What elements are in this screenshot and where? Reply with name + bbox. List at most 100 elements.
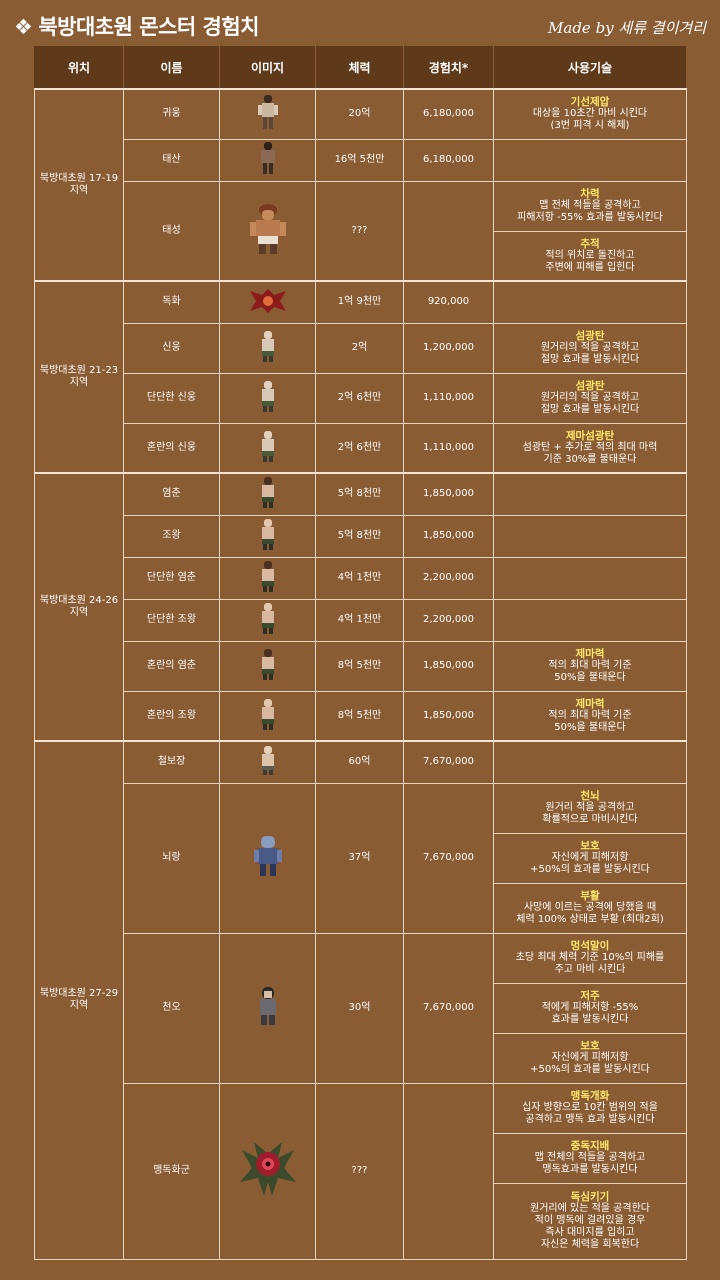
skill-cell: 제마력 적의 최대 마력 기준 50%을 불태운다 [493,690,687,742]
skill-description: 적의 위치로 돌진하고 주변에 피해를 입힌다 [545,249,635,273]
monster-hp: 2억 6천만 [315,422,404,474]
skill-name: 저주 [580,990,600,1002]
monster-image [219,280,316,324]
skill-cell [493,138,687,182]
monster-sprite-icon [249,203,286,254]
monster-image [219,782,316,934]
skill-name: 추적 [580,237,600,250]
monster-hp: ??? [315,1082,404,1260]
monster-image [219,1082,316,1260]
skill-description: 맵 전체 적들을 공격하고 피해저항 -55% 효과를 발동시킨다 [517,200,663,223]
monster-sprite-icon [239,1142,296,1196]
table-row: 중독지배 맵 전체의 적들을 공격하고 맹독효과를 발동시킨다 [35,1132,687,1184]
table-row: 뇌랑 37억 7,670,000 천뇌 원거리 적을 공격하고 확률적으로 마비시… [35,782,687,934]
monster-exp: 920,000 [403,280,494,324]
monster-image [219,180,316,282]
table-row: 부활 사망에 이르는 공격에 당했을 때 체력 100% 상태로 부활 (최대2회… [35,882,687,934]
monster-image [219,740,316,784]
monster-exp: 1,850,000 [403,690,494,742]
monster-exp: 2,200,000 [403,556,494,600]
monster-hp: ??? [315,180,404,282]
monster-sprite-icon [261,477,274,509]
skill-description: 사망에 이르는 공격에 당했을 때 체력 100% 상태로 부활 (최대2회) [516,902,664,925]
monster-exp: 1,110,000 [403,422,494,474]
monster-image [219,640,316,692]
skill-description: 섬광탄 + 추가로 적의 최대 마력 기준 30%를 불태운다 [522,441,658,465]
skill-name: 섬광탄 [575,380,605,392]
column-header-skills: 사용기술 [493,46,687,90]
monster-hp: 1억 9천만 [315,280,404,324]
monster-hp: 5억 8천만 [315,472,404,516]
skill-description: 적의 최대 마력 기준 50%을 불태운다 [548,660,632,683]
region-cell: 북방대초원 17-19 지역 [34,88,124,282]
skill-cell [493,740,687,784]
skill-name: 보호 [580,1040,600,1052]
skill-cell: 부활 사망에 이르는 공격에 당했을 때 체력 100% 상태로 부활 (최대2회… [493,882,687,934]
skill-cell: 독심키기 원거리에 있는 적을 공격한다 적이 맹독에 걸려있을 경우 즉사 대미… [493,1182,687,1260]
monster-exp [403,180,494,282]
skill-cell: 맹독개화 십자 방향으로 10칸 범위의 적을 공격하고 맹독 효과 발동시킨다 [493,1082,687,1134]
monster-hp: 2억 6천만 [315,372,404,424]
table-row: 태성 ??? 차력 맵 전체 적들을 공격하고 피해저항 -55% 효과를 발동시… [35,180,687,282]
monster-name: 귀웅 [123,88,220,140]
skill-name: 보호 [580,840,600,852]
skill-name: 중독지배 [570,1140,610,1152]
monster-sprite-icon [261,746,274,776]
monster-image [219,422,316,474]
monster-name: 혼란의 염춘 [123,640,220,692]
monster-sprite-icon [261,649,274,680]
monster-name: 단단한 조왕 [123,598,220,642]
skill-cell: 천뇌 원거리 적을 공격하고 확률적으로 마비시킨다 [493,782,687,834]
monster-name: 염춘 [123,472,220,516]
monster-image [219,932,316,1084]
monster-exp: 2,200,000 [403,598,494,642]
monster-name: 천오 [123,932,220,1084]
monster-hp: 2억 [315,322,404,374]
monster-exp: 1,110,000 [403,372,494,424]
skill-description: 자신에게 피해저항 +50%의 효과를 발동시킨다 [530,852,650,875]
skill-cell: 추적 적의 위치로 돌진하고 주변에 피해를 입힌다 [493,230,687,282]
monster-name: 혼란의 신웅 [123,422,220,474]
monster-exp: 1,850,000 [403,640,494,692]
monster-sprite-icon [253,836,282,876]
monster-sprite-icon [260,142,275,174]
skill-cell [493,472,687,516]
column-header-image: 이미지 [219,46,316,90]
table-row: 단단한 염춘 4억 1천만 2,200,000 [35,556,687,600]
monster-image [219,556,316,600]
monster-name: 단단한 신웅 [123,372,220,424]
table-row: 추적 적의 위치로 돌진하고 주변에 피해를 입힌다 [35,230,687,282]
monster-sprite-icon [259,987,276,1025]
skill-name: 제마섬광탄 [565,429,615,442]
table-row: 저주 적에게 피해저항 -55% 효과를 발동시킨다 [35,982,687,1034]
monster-image [219,472,316,516]
monster-table: 위치 이름 이미지 체력 경험치* 사용기술 북방대초원 17-19 지역 귀웅… [34,46,687,1260]
table-row: 북방대초원 21-23 지역 독화 1억 9천만 920,000 [34,280,687,474]
table-header-row: 위치 이름 이미지 체력 경험치* 사용기술 [34,46,687,90]
monster-exp: 6,180,000 [403,138,494,182]
table-row: 맹독화군 ??? 맹독개화 십자 방향으로 10칸 범위의 적을 공격하고 맹독 … [35,1082,687,1260]
skill-name: 제마력 [575,697,605,710]
skill-description: 원거리의 적을 공격하고 절망 효과를 발동시킨다 [540,342,640,365]
monster-exp: 7,670,000 [403,740,494,784]
skill-description: 원거리의 적을 공격하고 절망 효과를 발동시킨다 [540,392,640,415]
monster-sprite-icon [261,381,274,412]
monster-exp: 7,670,000 [403,782,494,934]
table-row: 혼란의 조왕 8억 5천만 1,850,000 제마력 적의 최대 마력 기준 5… [35,690,687,742]
skill-name: 섬광탄 [575,330,605,342]
monster-sprite-icon [249,289,286,314]
skill-name: 기선제압 [570,96,610,109]
monster-name: 신웅 [123,322,220,374]
skill-description: 십자 방향으로 10칸 범위의 적을 공격하고 맹독 효과 발동시킨다 [522,1102,658,1125]
monster-image [219,372,316,424]
skill-cell: 제마섬광탄 섬광탄 + 추가로 적의 최대 마력 기준 30%를 불태운다 [493,422,687,474]
table-row: 단단한 조왕 4억 1천만 2,200,000 [35,598,687,642]
monster-hp: 4억 1천만 [315,556,404,600]
skill-name: 맹독개화 [570,1090,610,1102]
monster-name: 조왕 [123,514,220,558]
skill-cell [493,556,687,600]
table-row: 북방대초원 24-26 지역 염춘 5억 8천만 1,850,000 [34,472,687,742]
table-row: 조왕 5억 8천만 1,850,000 [35,514,687,558]
skill-description: 맵 전체의 적들을 공격하고 맹독효과를 발동시킨다 [534,1152,646,1175]
diamond-icon: ❖ [14,15,33,39]
